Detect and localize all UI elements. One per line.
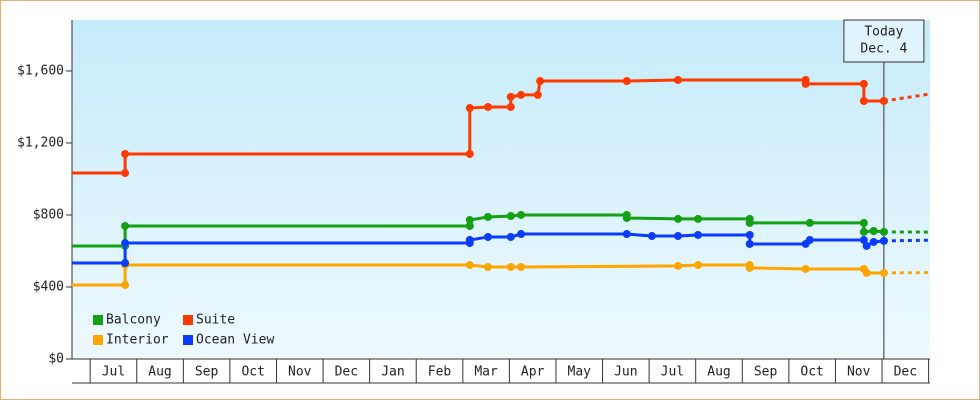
price-point — [517, 263, 526, 272]
price-point — [859, 235, 868, 244]
price-point — [121, 149, 130, 158]
price-point — [536, 77, 545, 86]
price-point — [859, 97, 868, 106]
x-tick-label: Mar — [474, 365, 498, 380]
price-point — [805, 235, 814, 244]
price-point — [465, 104, 474, 113]
price-point — [533, 90, 542, 99]
today-box — [843, 19, 925, 63]
price-point — [879, 268, 888, 277]
legend-swatch — [93, 335, 103, 345]
plot-area — [72, 20, 930, 359]
x-tick-label: May — [568, 365, 592, 380]
price-point — [674, 214, 683, 223]
today-label: Dec. 4 — [860, 42, 907, 57]
legend-swatch — [183, 315, 193, 325]
price-point — [465, 261, 474, 270]
price-point — [517, 230, 526, 239]
price-point — [879, 236, 888, 245]
price-point — [879, 227, 888, 236]
x-tick-label: Aug — [148, 365, 171, 380]
x-tick-label: Dec — [894, 365, 917, 380]
x-tick-label: Aug — [707, 365, 730, 380]
x-tick-label: Nov — [288, 365, 312, 380]
series-line — [72, 78, 884, 175]
price-point — [859, 79, 868, 88]
legend-label: Ocean View — [196, 333, 274, 348]
price-point — [694, 261, 703, 270]
price-point — [465, 149, 474, 158]
price-point — [121, 259, 130, 268]
price-point — [506, 92, 515, 101]
x-tick-label: Apr — [521, 365, 545, 380]
price-point — [801, 79, 810, 88]
today-label: Today — [864, 25, 903, 40]
legend-label: Interior — [106, 333, 169, 348]
price-point — [674, 75, 683, 84]
price-point — [622, 230, 631, 239]
legend-label: Suite — [196, 313, 235, 328]
legend-swatch — [93, 315, 103, 325]
x-tick-label: Dec — [335, 365, 358, 380]
price-point — [465, 221, 474, 230]
price-point — [483, 232, 492, 241]
price-point — [121, 239, 130, 248]
price-point — [506, 232, 515, 241]
x-tick-label: Sep — [754, 365, 778, 380]
price-point — [506, 263, 515, 272]
y-tick-label: $800 — [33, 207, 64, 222]
price-point — [506, 212, 515, 221]
price-point — [674, 232, 683, 241]
price-point — [745, 230, 754, 239]
x-tick-label: Oct — [800, 365, 823, 380]
price-point — [622, 214, 631, 223]
price-point — [879, 97, 888, 106]
x-tick-label: Jul — [661, 365, 684, 380]
price-point — [483, 263, 492, 272]
x-tick-label: Oct — [241, 365, 264, 380]
x-tick-label: Jan — [381, 365, 404, 380]
price-point — [862, 268, 871, 277]
price-point — [622, 77, 631, 86]
price-point — [694, 230, 703, 239]
legend-label: Balcony — [106, 313, 161, 328]
x-tick-label: Jul — [102, 365, 125, 380]
price-point — [465, 216, 474, 225]
y-tick-label: $400 — [33, 279, 64, 294]
price-point — [517, 90, 526, 99]
price-point — [647, 232, 656, 241]
x-tick-label: Sep — [195, 365, 219, 380]
price-point — [517, 210, 526, 219]
price-point — [483, 212, 492, 221]
price-point — [801, 264, 810, 273]
price-point — [859, 218, 868, 227]
price-point — [745, 218, 754, 227]
price-point — [121, 169, 130, 178]
price-point — [805, 218, 814, 227]
y-tick-label: $1,200 — [17, 135, 64, 150]
price-point — [859, 227, 868, 236]
x-tick-label: Feb — [428, 365, 452, 380]
price-point — [869, 226, 878, 235]
price-point — [862, 241, 871, 250]
x-tick-label: Jun — [614, 365, 637, 380]
x-tick-label: Nov — [847, 365, 871, 380]
price-point — [745, 263, 754, 272]
price-point — [483, 102, 492, 111]
price-point — [674, 261, 683, 270]
price-point — [121, 281, 130, 290]
price-point — [506, 102, 515, 111]
price-point — [869, 237, 878, 246]
y-tick-label: $1,600 — [17, 63, 64, 78]
price-point — [745, 239, 754, 248]
price-point — [465, 235, 474, 244]
price-point — [694, 214, 703, 223]
legend-swatch — [183, 335, 193, 345]
price-point — [121, 221, 130, 230]
y-tick-label: $0 — [48, 352, 64, 367]
